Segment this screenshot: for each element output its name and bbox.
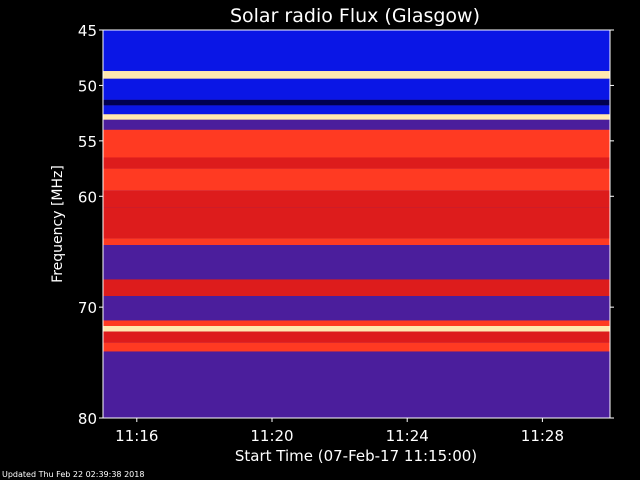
x-tick-label: 11:24 xyxy=(386,427,429,445)
frequency-band xyxy=(103,325,610,332)
x-tick-label: 11:20 xyxy=(250,427,293,445)
frequency-band xyxy=(103,351,610,418)
frequency-band xyxy=(103,71,610,79)
frequency-band xyxy=(103,342,610,352)
frequency-band xyxy=(103,320,610,326)
frequency-band xyxy=(103,30,610,72)
plot-frame xyxy=(102,29,611,419)
frequency-band xyxy=(103,331,610,343)
frequency-band xyxy=(103,119,610,130)
frequency-band xyxy=(103,99,610,106)
frequency-band xyxy=(103,296,610,321)
x-axis-label: Start Time (07-Feb-17 11:15:00) xyxy=(235,447,477,465)
frequency-band xyxy=(103,157,610,169)
x-tick-label: 11:16 xyxy=(115,427,158,445)
frequency-band xyxy=(103,207,610,239)
updated-timestamp: Updated Thu Feb 22 02:39:38 2018 xyxy=(2,470,145,479)
plot-area xyxy=(102,29,611,419)
frequency-band xyxy=(103,190,610,208)
y-tick-label: 45 xyxy=(78,22,97,40)
y-tick-label: 80 xyxy=(78,410,97,428)
frequency-band xyxy=(103,78,610,100)
frequency-band xyxy=(103,168,610,191)
y-tick-label: 50 xyxy=(78,77,97,95)
x-axis: 11:16 11:20 11:24 11:28 xyxy=(115,418,564,445)
frequency-band xyxy=(103,105,610,115)
y-tick-label: 60 xyxy=(78,188,97,206)
x-tick-label: 11:28 xyxy=(521,427,564,445)
chart-title: Solar radio Flux (Glasgow) xyxy=(230,5,480,27)
y-axis: 45 50 55 60 70 80 xyxy=(78,22,614,428)
frequency-band xyxy=(103,238,610,246)
frequency-band xyxy=(103,114,610,120)
y-tick-label: 55 xyxy=(78,133,97,151)
frequency-band xyxy=(103,279,610,297)
frequency-band xyxy=(103,245,610,280)
y-tick-label: 70 xyxy=(78,299,97,317)
frequency-band xyxy=(103,129,610,158)
y-axis-label: Frequency [MHz] xyxy=(50,165,66,283)
